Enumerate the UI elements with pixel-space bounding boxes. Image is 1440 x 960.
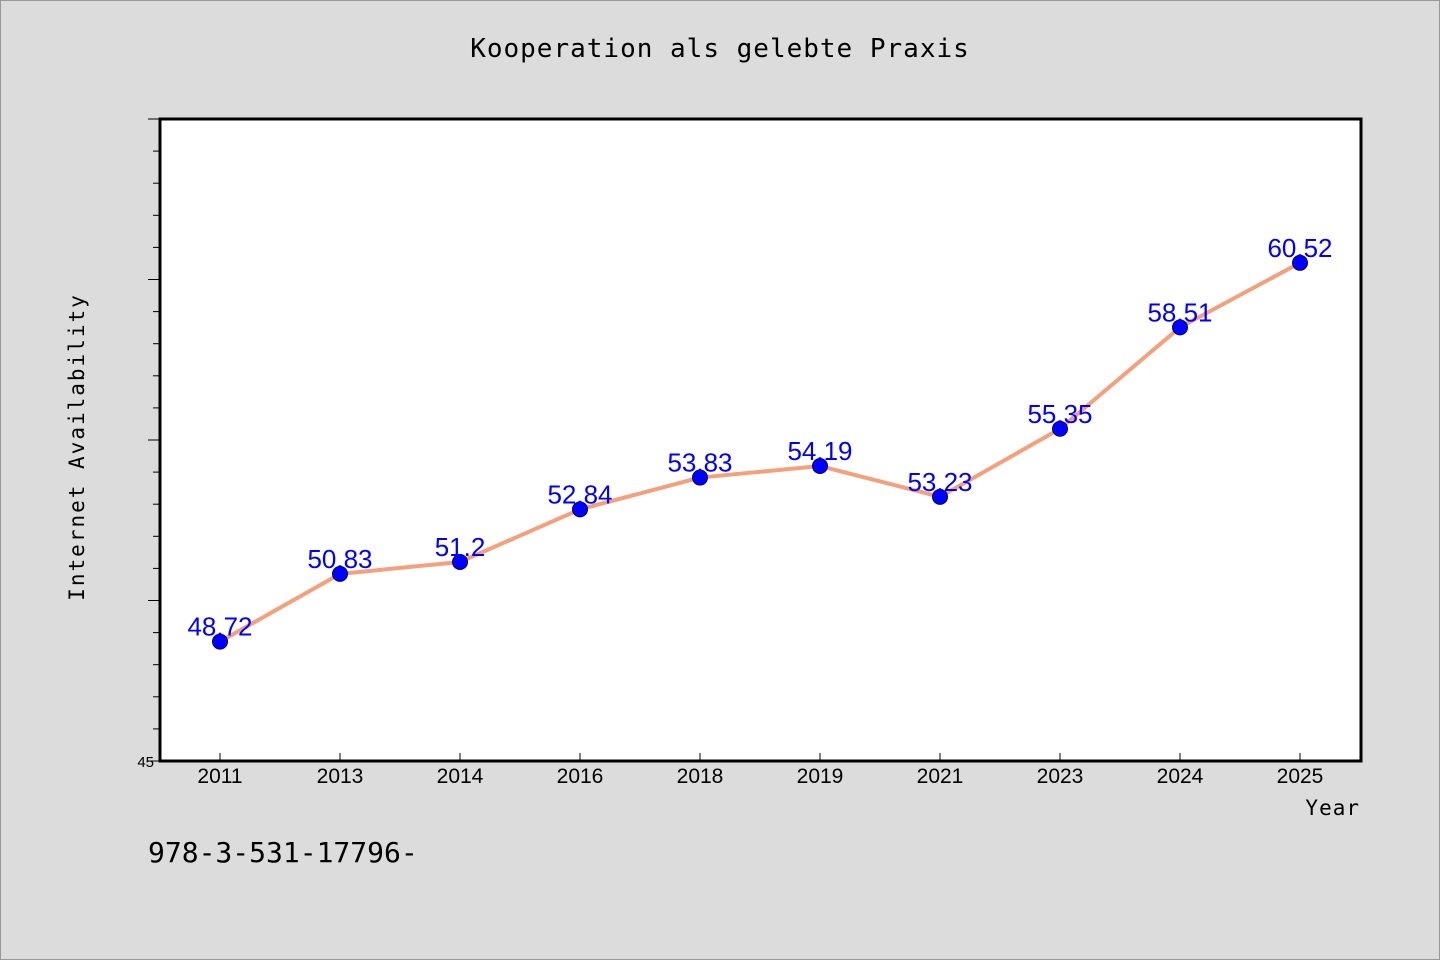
- data-point: [1172, 319, 1188, 336]
- x-tick-label: 2018: [677, 765, 724, 788]
- x-tick-label: 2024: [1157, 765, 1204, 788]
- series-line: [218, 260, 1302, 644]
- data-point: [452, 553, 468, 570]
- data-point: [332, 565, 348, 582]
- data-label: 50.83: [307, 544, 372, 574]
- y-axis-label: Internet Availability: [65, 293, 89, 601]
- data-point: [932, 488, 948, 505]
- data-label: 51.2: [435, 532, 486, 562]
- x-tick-label: 2014: [437, 765, 484, 788]
- x-tick-label: 2023: [1037, 765, 1084, 788]
- x-tick-label: 2019: [797, 765, 844, 788]
- plot-background: [160, 119, 1361, 761]
- x-tick-label: 2013: [317, 765, 364, 788]
- x-axis-ticks: 2011 2013 2014 2016 2018 2019 2021 2023 2024 2025: [197, 753, 1323, 788]
- data-point: [692, 469, 708, 486]
- data-label: 53.83: [667, 448, 732, 478]
- footnote-isbn: 978-3-531-17796-: [148, 836, 418, 869]
- x-axis-label: Year: [1305, 796, 1360, 820]
- data-label: 52.84: [547, 479, 612, 509]
- data-point: [572, 501, 588, 518]
- y-axis-ticks: 45: [137, 118, 160, 771]
- x-tick-label: 2025: [1277, 765, 1324, 788]
- data-label: 53.23: [907, 467, 972, 497]
- data-point: [1292, 254, 1308, 271]
- data-label: 54.19: [787, 436, 852, 466]
- data-label: 55.35: [1027, 399, 1092, 429]
- data-point: [212, 633, 228, 650]
- plot-border: [158, 117, 1363, 763]
- y-tick-label: 45: [137, 754, 154, 771]
- data-label: 60.52: [1267, 233, 1332, 263]
- data-point: [1052, 420, 1068, 437]
- series-group: 48.72 50.83 51.2 52.84 53.83 54.19 53.23 55.35 5…: [187, 233, 1333, 650]
- x-tick-label: 2011: [197, 765, 242, 788]
- x-tick-label: 2021: [917, 765, 964, 788]
- data-label: 58.51: [1147, 297, 1212, 327]
- x-tick-label: 2016: [557, 765, 604, 788]
- data-label: 48.72: [187, 612, 252, 642]
- data-point: [812, 458, 828, 475]
- chart-title: Kooperation als gelebte Praxis: [470, 34, 970, 64]
